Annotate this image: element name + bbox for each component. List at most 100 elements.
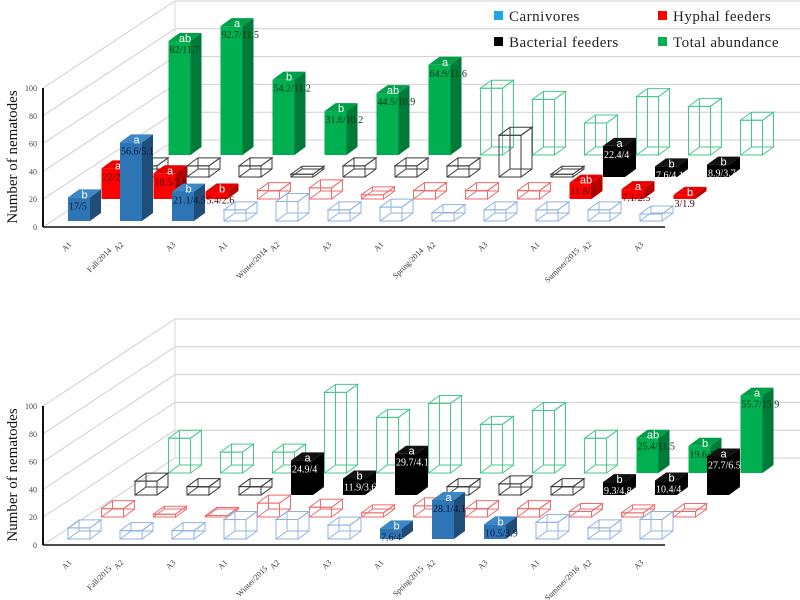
gridline-diagonal	[42, 374, 176, 463]
hyphal-feeders-bar-top	[569, 174, 603, 183]
total-abundance-bar: a92.7/11.5	[220, 18, 259, 155]
data-label: 28.1/4.1	[433, 504, 466, 515]
hyphal-feeders-box-hidden-edge	[309, 499, 321, 518]
gridline-diagonal	[42, 346, 176, 435]
total-abundance-bar-front	[376, 93, 399, 155]
total-abundance-bar: a64.9/11.6	[428, 56, 467, 155]
data-label: 22.4/4	[604, 150, 629, 161]
x-tick-label: A3	[632, 240, 645, 253]
hyphal-feeders-box-front	[413, 190, 436, 200]
significance-letter: b	[219, 183, 225, 195]
total-abundance-box-side	[554, 90, 566, 156]
total-abundance-box-hidden-edge	[636, 88, 648, 156]
bacterial-feeders-bar-top	[395, 445, 428, 454]
bacterial-feeders-box-hidden-edge	[498, 475, 511, 496]
x-tick-label: A1	[216, 240, 229, 253]
carnivores-bar: b21.1/4.5	[172, 183, 206, 221]
bacterial-feeders-box-side	[156, 472, 169, 496]
hyphal-feeders-bar-top	[153, 165, 187, 174]
significance-letter: a	[167, 165, 174, 177]
carnivores-box-front	[639, 213, 663, 222]
total-abundance-bar	[322, 383, 360, 474]
carnivores-box-side	[89, 518, 102, 540]
y-axis-label: Number of nematodes	[5, 408, 21, 541]
total-abundance-box-hidden-edge	[324, 384, 336, 474]
x-tick-label: A3	[164, 240, 177, 253]
bacterial-feeders-box-hidden-edge	[394, 157, 407, 178]
total-abundance-box-hidden-edge	[376, 409, 388, 474]
hyphal-feeders-bar-side	[227, 183, 239, 199]
significance-letter: ab	[580, 175, 592, 187]
carnivores-bar	[222, 200, 259, 222]
hyphal-feeders-bar	[307, 178, 345, 200]
total-abundance-bar-front	[740, 395, 763, 473]
carnivores-bar-front	[484, 524, 506, 539]
total-abundance-bar	[478, 415, 516, 474]
carnivores-bar	[534, 513, 571, 540]
hyphal-feeders-bar	[671, 502, 709, 518]
bacterial-feeders-bar-top	[707, 448, 740, 457]
significance-letter: ab	[387, 85, 399, 97]
hyphal-feeders-bar	[359, 185, 397, 200]
significance-letter: b	[668, 158, 674, 170]
bacterial-feeders-bar-front	[655, 480, 677, 495]
bacterial-feeders-box-side	[520, 474, 533, 496]
gridline-diagonal	[42, 318, 176, 407]
data-label: 44.5/10.9	[378, 97, 416, 108]
significance-letter: b	[338, 103, 344, 115]
hyphal-feeders-bar-front	[205, 191, 228, 199]
data-label: 7.1/2.5	[623, 193, 651, 204]
legend-label: Bacterial feeders	[509, 35, 619, 51]
hyphal-feeders-box-front	[465, 508, 488, 518]
significance-letter: b	[668, 473, 674, 485]
total-abundance-bar	[166, 429, 204, 474]
data-label: 92.7/11.5	[222, 30, 259, 41]
total-abundance-bar-top	[688, 437, 722, 446]
season-label: Winter/2014	[235, 246, 270, 281]
x-tick-label: A2	[112, 240, 125, 253]
bacterial-feeders-bar-side	[417, 445, 428, 495]
hyphal-feeders-box-side	[383, 185, 395, 200]
bacterial-feeders-bar	[133, 472, 170, 496]
total-abundance-bar	[530, 401, 568, 474]
x-tick-label: A1	[60, 558, 73, 571]
bacterial-feeders-bar-top	[603, 474, 636, 483]
total-abundance-bar	[582, 429, 620, 474]
legend-swatch	[658, 11, 667, 20]
hyphal-feeders-box-side	[383, 503, 395, 518]
bacterial-feeders-bar: a29.7/4.1	[395, 445, 429, 495]
carnivores-box-hidden-edge	[379, 199, 392, 222]
carnivores-bar-top	[380, 520, 413, 529]
hyphal-feeders-box-side	[643, 503, 655, 518]
significance-letter: a	[234, 18, 241, 30]
significance-letter: b	[687, 187, 693, 199]
carnivores-box-side	[245, 200, 258, 222]
data-label: 24.9/4	[292, 464, 317, 475]
legend-item: Total abundance	[658, 35, 779, 51]
legend-swatch	[658, 37, 667, 46]
total-abundance-bar: a55.7/15.9	[740, 387, 779, 473]
bacterial-feeders-bar-front	[291, 460, 313, 495]
bacterial-feeders-bar	[497, 474, 534, 496]
carnivores-box-side	[349, 200, 362, 222]
data-label: 54.2/11.2	[274, 84, 311, 95]
bacterial-feeders-box-front	[186, 486, 210, 496]
bacterial-feeders-bar	[185, 156, 222, 178]
bacterial-feeders-box-hidden-edge	[446, 157, 459, 178]
x-tick-label: A3	[320, 240, 333, 253]
total-abundance-bar	[634, 87, 672, 156]
total-abundance-bar	[530, 90, 568, 156]
y-tick-label: 0	[33, 223, 37, 232]
hyphal-feeders-box-hidden-edge	[413, 497, 425, 518]
x-tick-label: A3	[164, 558, 177, 571]
total-abundance-bar	[686, 97, 724, 156]
bacterial-feeders-bar	[445, 477, 482, 496]
significance-letter: b	[185, 184, 191, 196]
bacterial-feeders-box-side	[260, 156, 273, 178]
x-tick-label: A1	[216, 558, 229, 571]
carnivores-box-front	[119, 530, 143, 540]
hyphal-feeders-bar	[99, 499, 137, 518]
y-tick-label: 100	[25, 84, 37, 93]
